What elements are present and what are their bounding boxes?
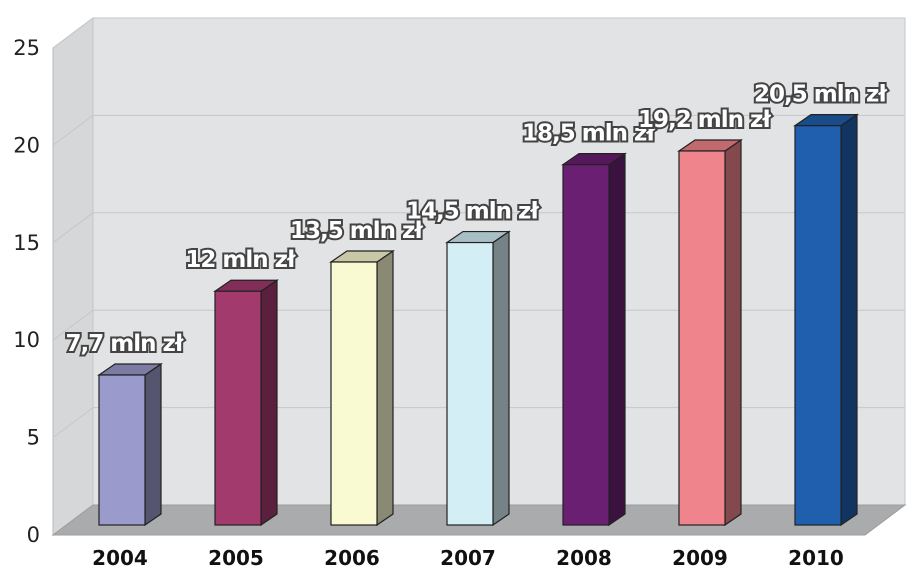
bar-side [260,279,278,527]
bar-side [840,113,858,527]
data-label-2009: 19,2 mln zł [638,107,771,133]
bars [97,113,859,527]
data-label-2010: 20,5 mln zł [754,82,887,108]
bar-front [214,290,262,526]
gridlines [52,17,905,439]
gridline [52,407,905,439]
gridline [52,17,905,49]
y-axis-tick-labels: 0 5 10 15 20 25 [13,36,40,547]
bar-side [376,249,394,527]
bar-side [492,230,510,527]
bar-2010 [793,113,859,527]
bar-front [446,241,494,526]
gridline [52,212,905,244]
y-tick-15: 15 [13,231,40,255]
bar-2006 [329,249,395,527]
x-tick-2009: 2009 [672,546,728,570]
bar-front [794,125,842,526]
y-tick-25: 25 [13,36,40,60]
bar-front [98,374,146,526]
bar-front [330,261,378,526]
x-tick-2007: 2007 [440,546,496,570]
y-tick-10: 10 [13,328,40,352]
data-label-2005: 12 mln zł [185,247,296,273]
data-label-2004: 7,7 mln zł [66,331,184,357]
y-tick-5: 5 [27,426,40,450]
gridline [52,309,905,341]
x-tick-2008: 2008 [556,546,612,570]
bar-2005 [213,279,279,527]
gridline [52,114,905,146]
bar-2008 [561,152,627,527]
side-wall [52,17,94,536]
bar-front [562,164,610,526]
x-tick-2005: 2005 [208,546,264,570]
y-tick-20: 20 [13,133,40,157]
y-tick-0: 0 [27,523,40,547]
bar-side [144,362,162,527]
data-label-2008: 18,5 mln zł [522,121,655,147]
bar-2009 [677,138,743,527]
x-tick-2006: 2006 [324,546,380,570]
x-axis-tick-labels: 2004 2005 2006 2007 2008 2009 2010 [92,546,844,570]
bar-side [608,152,626,527]
bar-side [724,138,742,527]
bar-2004 [97,362,163,527]
data-label-2006: 13,5 mln zł [290,218,423,244]
x-tick-2010: 2010 [788,546,844,570]
data-label-2007: 14,5 mln zł [406,199,539,225]
bar-front [678,150,726,526]
data-labels: 7,7 mln zł 12 mln zł 13,5 mln zł 14,5 ml… [64,80,891,359]
x-tick-2004: 2004 [92,546,148,570]
bar-2007 [445,230,511,527]
